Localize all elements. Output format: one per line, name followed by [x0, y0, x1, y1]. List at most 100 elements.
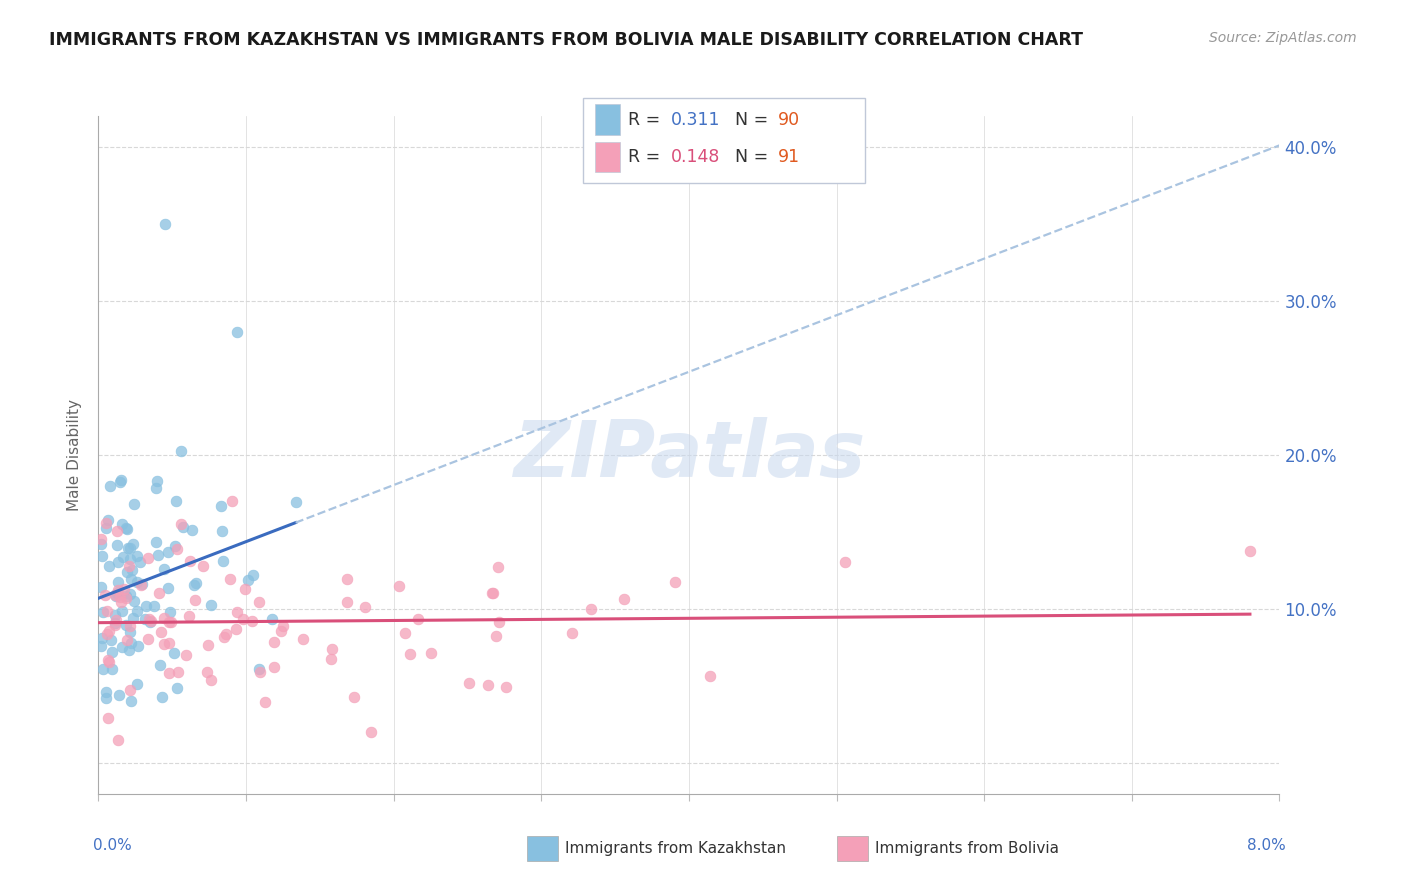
- Point: [157, 635, 180, 649]
- Point: [488, 615, 510, 630]
- Point: [150, 625, 173, 640]
- Text: R =: R =: [628, 112, 666, 129]
- Point: [406, 611, 429, 625]
- Point: [354, 599, 377, 614]
- Point: [104, 588, 127, 602]
- Point: [104, 618, 127, 632]
- Point: [90, 533, 112, 547]
- Point: [111, 640, 134, 655]
- Point: [157, 582, 180, 596]
- Point: [91, 605, 114, 619]
- Point: [212, 630, 235, 644]
- Point: [157, 665, 180, 680]
- Point: [148, 586, 170, 600]
- Point: [149, 658, 172, 673]
- Text: N =: N =: [735, 112, 775, 129]
- Point: [138, 612, 160, 626]
- Text: Source: ZipAtlas.com: Source: ZipAtlas.com: [1209, 31, 1357, 45]
- Point: [271, 619, 294, 633]
- Point: [131, 576, 153, 591]
- Point: [107, 586, 129, 600]
- Point: [122, 497, 145, 511]
- Point: [215, 626, 238, 640]
- Point: [120, 551, 142, 566]
- Point: [163, 647, 186, 661]
- Point: [110, 473, 132, 487]
- Point: [209, 499, 232, 513]
- Point: [834, 555, 856, 569]
- Point: [486, 560, 509, 574]
- Point: [120, 619, 142, 633]
- Point: [150, 690, 173, 704]
- Point: [121, 536, 143, 550]
- Point: [129, 578, 152, 592]
- Text: N =: N =: [735, 148, 775, 167]
- Point: [145, 535, 167, 549]
- Point: [195, 665, 218, 679]
- Point: [107, 555, 129, 569]
- Point: [103, 607, 125, 622]
- Point: [260, 611, 283, 625]
- Point: [159, 605, 181, 619]
- Point: [96, 604, 118, 618]
- Point: [117, 541, 139, 555]
- Point: [238, 573, 260, 587]
- Point: [107, 575, 129, 590]
- Point: [1239, 544, 1261, 558]
- Point: [94, 685, 117, 699]
- Point: [105, 538, 128, 552]
- Point: [97, 653, 120, 667]
- Point: [141, 614, 163, 628]
- Point: [125, 574, 148, 589]
- Point: [91, 631, 114, 645]
- Point: [107, 688, 129, 702]
- Point: [112, 549, 135, 564]
- Point: [115, 632, 138, 647]
- Point: [284, 495, 307, 509]
- Text: Immigrants from Bolivia: Immigrants from Bolivia: [875, 841, 1059, 855]
- Point: [336, 595, 359, 609]
- Point: [482, 586, 505, 600]
- Point: [181, 524, 204, 538]
- Point: [495, 680, 517, 694]
- Text: 8.0%: 8.0%: [1247, 838, 1285, 853]
- Text: 91: 91: [778, 148, 800, 167]
- Point: [136, 632, 159, 647]
- Point: [321, 642, 343, 657]
- Point: [108, 590, 131, 604]
- Point: [127, 640, 149, 654]
- Point: [699, 669, 721, 683]
- Point: [292, 632, 315, 646]
- Point: [247, 595, 270, 609]
- Point: [613, 591, 636, 606]
- Point: [270, 624, 292, 638]
- Point: [142, 599, 165, 614]
- Point: [111, 517, 134, 532]
- Point: [91, 549, 114, 564]
- Point: [134, 612, 156, 626]
- Point: [388, 579, 411, 593]
- Point: [249, 665, 271, 680]
- Point: [107, 733, 129, 747]
- Point: [360, 725, 382, 739]
- Point: [166, 681, 188, 695]
- Point: [112, 582, 135, 596]
- Point: [115, 566, 138, 580]
- Point: [481, 586, 503, 600]
- Point: [146, 474, 169, 488]
- Point: [183, 578, 205, 592]
- Point: [166, 542, 188, 557]
- Point: [90, 580, 112, 594]
- Point: [115, 521, 138, 535]
- Point: [125, 677, 148, 691]
- Point: [172, 520, 194, 534]
- Point: [664, 574, 686, 589]
- Point: [152, 611, 174, 625]
- Point: [98, 624, 121, 639]
- Text: 0.0%: 0.0%: [93, 838, 131, 853]
- Point: [93, 662, 115, 676]
- Point: [107, 583, 129, 598]
- Point: [97, 711, 120, 725]
- Point: [100, 633, 122, 648]
- Point: [105, 524, 128, 539]
